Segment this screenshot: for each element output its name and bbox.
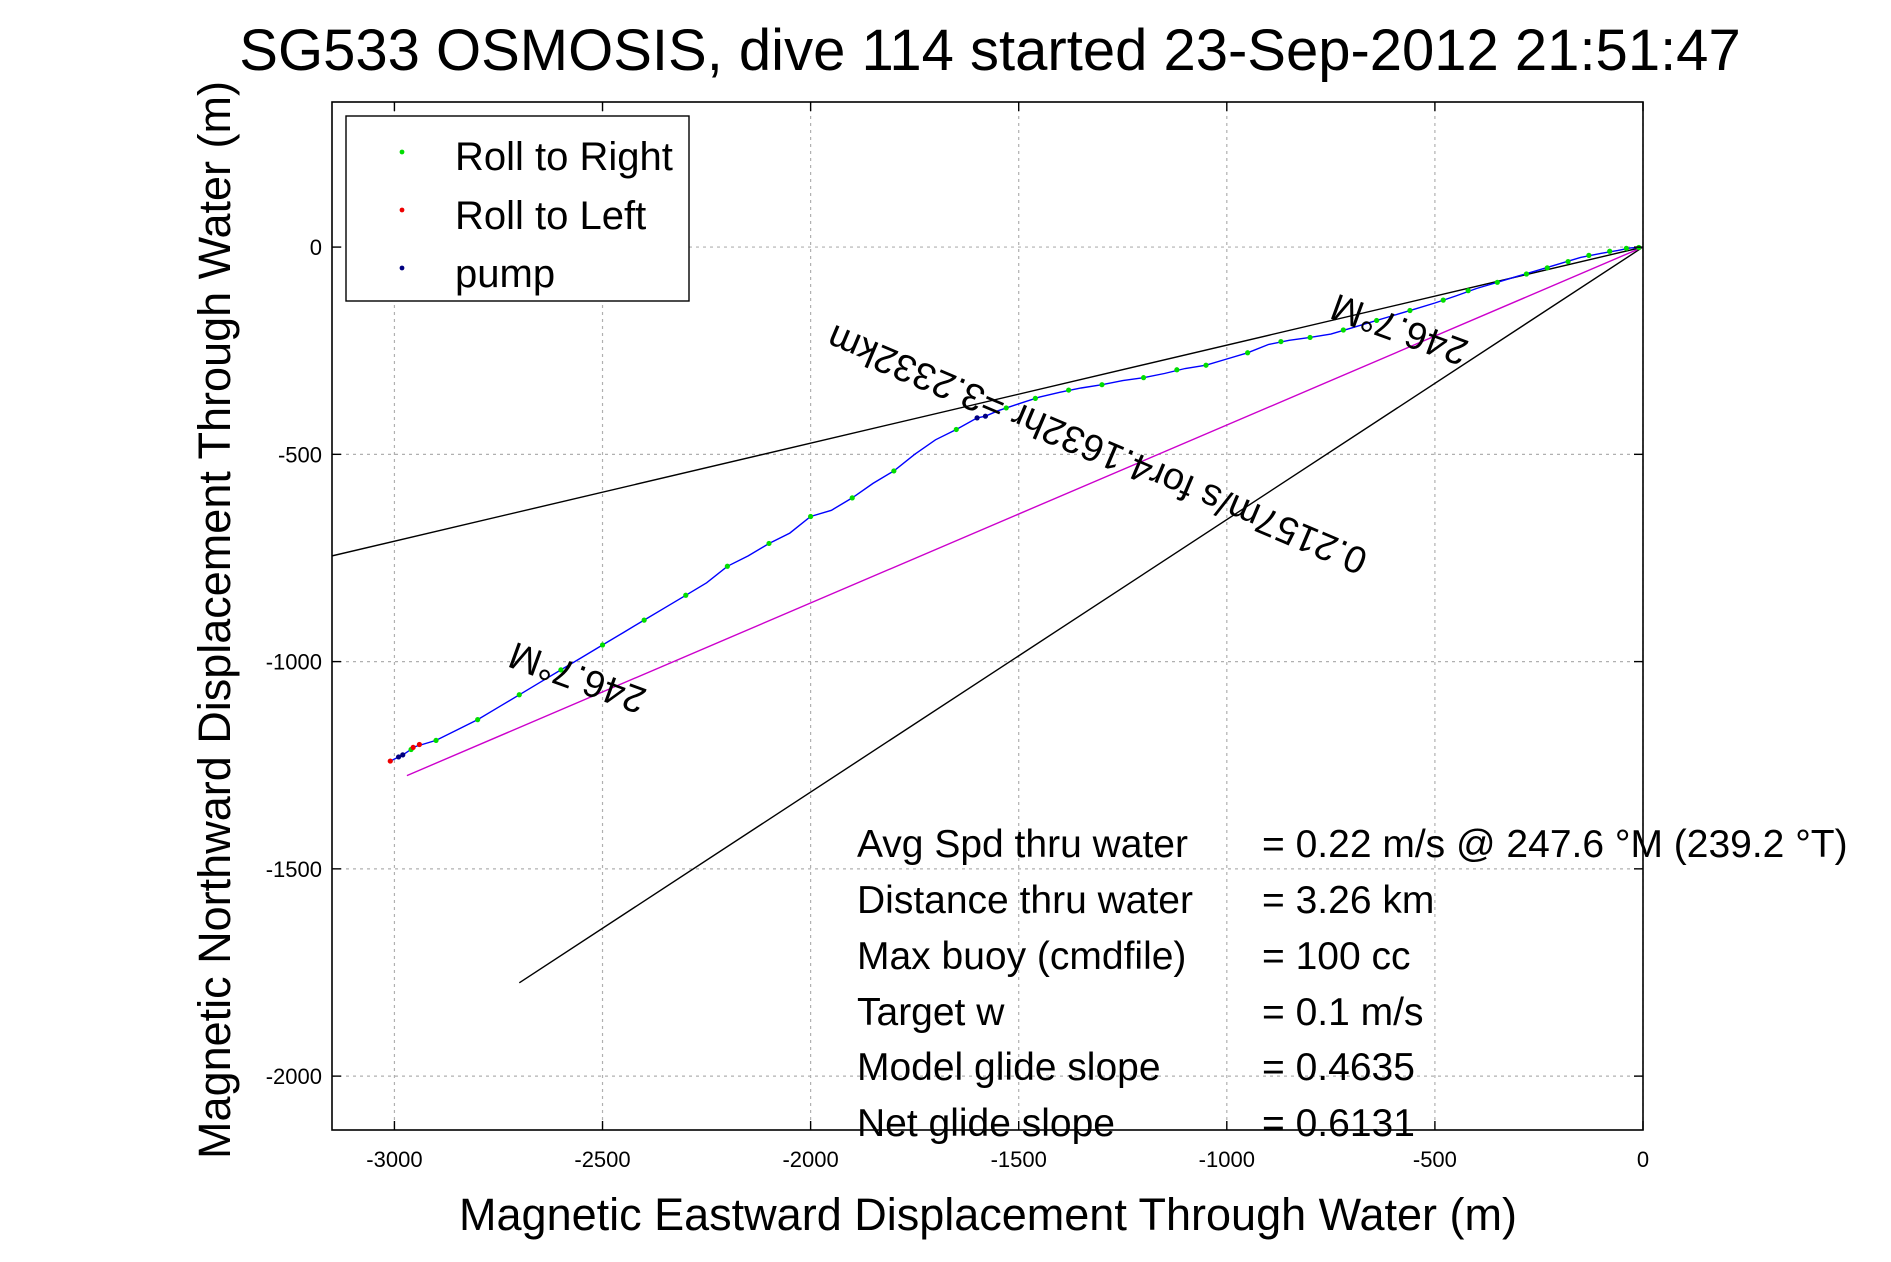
roll-right-point (1465, 288, 1471, 294)
x-tick-label: -2000 (782, 1147, 838, 1172)
legend-marker-pump (399, 265, 405, 271)
roll-right-point (1307, 334, 1313, 341)
reference-line-0 (332, 246, 1643, 557)
legend-label-roll-right: Roll to Right (455, 135, 673, 179)
y-tick-label: -2000 (266, 1064, 322, 1089)
roll-right-point (1278, 338, 1284, 345)
roll-right-point (1066, 387, 1072, 393)
stat-value-distance: = 3.26 km (1262, 879, 1434, 922)
roll-right-point (1203, 362, 1209, 368)
roll-right-point (1099, 382, 1105, 388)
y-tick-label: 0 (310, 235, 322, 260)
stat-label-target-w: Target w (857, 991, 1005, 1034)
roll-right-point (1340, 327, 1346, 333)
roll-right-point (558, 667, 564, 673)
plot-frame (331, 101, 1644, 1131)
roll-right-point (516, 692, 522, 698)
roll-right-point (1565, 258, 1571, 265)
y-tick-label: -1500 (266, 857, 322, 882)
stat-label-max-buoy: Max buoy (cmdfile) (857, 935, 1186, 978)
roll-right-point (953, 426, 959, 433)
roll-right-point (1374, 317, 1380, 324)
chart-title: SG533 OSMOSIS, dive 114 started 23-Sep-2… (239, 18, 1740, 83)
pump-point (974, 415, 980, 421)
roll-right-point (599, 642, 606, 648)
roll-right-point (475, 717, 481, 723)
x-tick-label: 0 (1637, 1147, 1649, 1172)
stat-label-distance: Distance thru water (857, 879, 1193, 922)
roll-right-point (1032, 395, 1038, 401)
plot-content (332, 244, 1643, 984)
roll-left-point (387, 758, 393, 764)
heading-annotation: 246.7°M (504, 633, 652, 721)
x-tick-label: -1000 (1199, 1147, 1255, 1172)
reference-line-1 (518, 246, 1643, 984)
x-tick-label: -2500 (574, 1147, 630, 1172)
roll-right-point (1140, 375, 1147, 381)
y-tick-label: -1000 (266, 650, 322, 675)
roll-right-point (891, 468, 897, 474)
pump-point (395, 754, 402, 760)
roll-right-point (1586, 252, 1592, 258)
x-tick-label: -3000 (366, 1147, 422, 1172)
x-tick-label: -500 (1413, 1147, 1457, 1172)
dive-stats: Avg Spd thru water = 0.22 m/s @ 247.6 °M… (857, 823, 1848, 1145)
roll-left-point (416, 741, 422, 748)
stat-value-net-glide: = 0.6131 (1262, 1102, 1415, 1145)
x-axis-label: Magnetic Eastward Displacement Through W… (459, 1189, 1517, 1240)
roll-right-point (1407, 307, 1413, 314)
roll-right-point (1245, 350, 1251, 356)
pump-point (982, 413, 989, 419)
legend-marker-roll-left (399, 207, 405, 213)
roll-right-point (808, 513, 814, 520)
roll-right-point (1440, 297, 1446, 303)
roll-right-point (724, 563, 730, 569)
pump-point (400, 752, 406, 758)
roll-right-point (433, 737, 439, 743)
roll-right-point (1523, 271, 1530, 277)
roll-left-point (410, 744, 416, 751)
roll-right-point (1607, 248, 1613, 254)
axis-ticks: -3000 -2500 -2000 -1500 -1000 -500 0 0 -500 -1000… (266, 102, 1649, 1172)
roll-right-point (1174, 367, 1180, 373)
stat-value-avg-speed: = 0.22 m/s @ 247.6 °M (239.2 °T) (1262, 823, 1848, 866)
x-tick-label: -1500 (991, 1147, 1047, 1172)
stat-label-net-glide: Net glide slope (857, 1102, 1115, 1145)
stat-label-model-glide: Model glide slope (857, 1046, 1161, 1089)
legend-label-roll-left: Roll to Left (455, 194, 646, 238)
stat-value-target-w: = 0.1 m/s (1262, 991, 1423, 1034)
y-tick-label: -500 (278, 442, 322, 467)
roll-right-point (683, 592, 689, 598)
roll-right-point (1003, 405, 1009, 411)
heading-annotation: 0.2157m/s for4.1632hr =3.2332km (821, 316, 1373, 582)
legend-marker-roll-right (399, 149, 405, 155)
roll-right-point (641, 617, 647, 623)
roll-right-point (1544, 265, 1550, 271)
legend-label-pump: pump (455, 252, 555, 296)
roll-right-point (1494, 279, 1500, 285)
y-axis-label: Magnetic Northward Displacement Through … (189, 81, 240, 1159)
roll-right-point (766, 540, 772, 547)
roll-right-point (1623, 245, 1629, 251)
stat-value-model-glide: = 0.4635 (1262, 1046, 1415, 1089)
legend: Roll to Right Roll to Left pump (345, 115, 690, 302)
roll-right-point (849, 495, 855, 501)
stat-value-max-buoy: = 100 cc (1262, 935, 1411, 978)
reference-line-2 (406, 246, 1643, 777)
stat-label-avg-speed: Avg Spd thru water (857, 823, 1188, 866)
